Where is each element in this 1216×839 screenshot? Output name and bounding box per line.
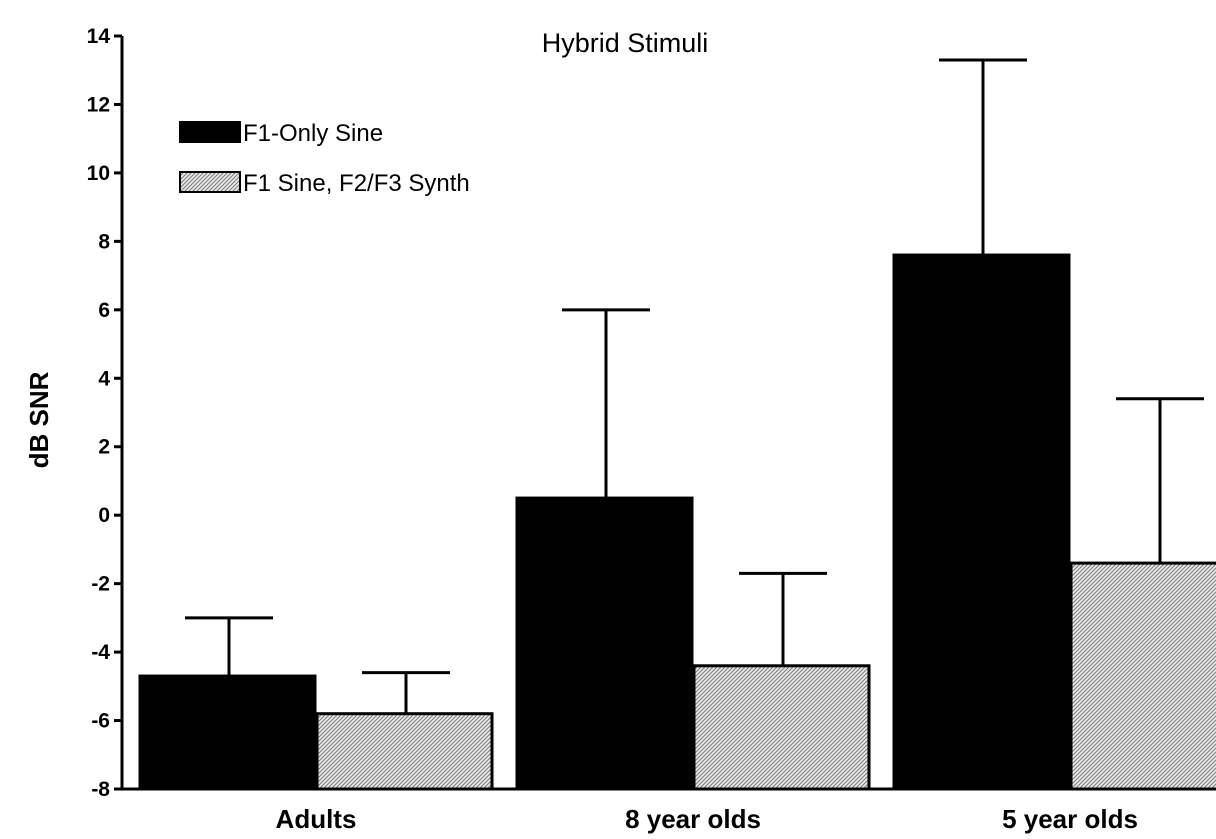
legend: F1-Only Sine F1 Sine, F2/F3 Synth [179, 120, 470, 197]
y-tick-label: 0 [98, 504, 110, 527]
chart-title: Hybrid Stimuli [542, 28, 709, 58]
y-tick-label: -8 [91, 778, 110, 801]
y-tick-label: 10 [87, 162, 110, 185]
y-tick-label: -4 [91, 641, 110, 664]
bar-f1-only-sine-5-year-olds [892, 253, 1071, 791]
x-category-label-adults: Adults [276, 804, 357, 834]
legend-label-f1-sine-f2-f3-synth: F1 Sine, F2/F3 Synth [243, 170, 470, 197]
y-tick-label: 4 [98, 367, 110, 390]
y-tick-label: 2 [98, 436, 110, 459]
bar-f1-sine-f2-f3-synth-8-year-olds [692, 664, 871, 791]
x-category-label-8-year-olds: 8 year olds [625, 804, 761, 834]
bar-f1-sine-f2-f3-synth-adults [315, 712, 494, 791]
y-tick-label: -6 [91, 710, 110, 733]
y-tick-label: -2 [91, 573, 110, 596]
legend-label-f1-only-sine: F1-Only Sine [243, 120, 383, 147]
legend-swatch-f1-sine-f2-f3-synth [179, 171, 241, 193]
y-tick-label: 8 [98, 230, 110, 253]
x-category-label-5-year-olds: 5 year olds [1002, 804, 1138, 834]
bar-f1-only-sine-8-year-olds [515, 496, 694, 791]
y-tick-label: 12 [87, 93, 110, 116]
bar-f1-only-sine-adults [138, 674, 317, 791]
legend-swatch-f1-only-sine [179, 121, 241, 143]
y-tick-label: 6 [98, 299, 110, 322]
bar-f1-sine-f2-f3-synth-5-year-olds [1069, 561, 1216, 791]
y-tick-label: 14 [87, 25, 111, 48]
y-axis-label: dB SNR [24, 371, 54, 468]
